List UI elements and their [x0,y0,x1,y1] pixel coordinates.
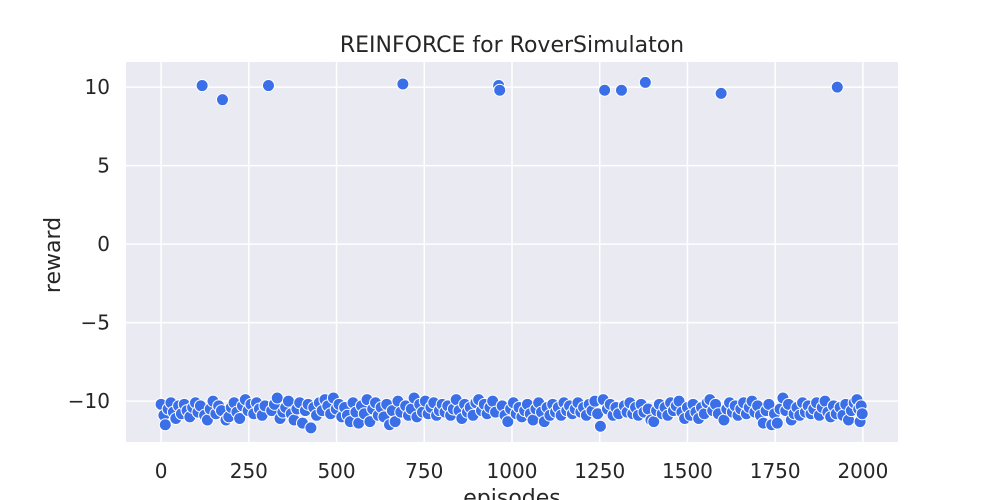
data-point [855,407,869,421]
x-tick-label: 2000 [837,459,888,483]
data-point [770,416,784,430]
data-point [216,93,229,107]
data-points [154,75,869,435]
x-tick-label: 0 [155,459,168,483]
data-point [593,419,607,433]
x-tick-label: 1000 [487,459,538,483]
y-tick-label: −10 [68,389,110,413]
data-point [261,79,275,93]
chart-title: REINFORCE for RoverSimulaton [340,33,684,58]
y-tick-label: −5 [81,311,110,335]
y-axis-label: reward [41,217,66,293]
data-point [614,83,628,97]
y-axis-ticks: 10 5 0 −5 −10 [68,75,110,413]
x-tick-label: 250 [230,459,268,483]
data-point [638,75,652,89]
data-point [830,80,844,94]
data-point [714,86,728,100]
x-tick-label: 1500 [662,459,713,483]
data-point [270,391,284,405]
data-point [396,77,410,91]
x-tick-label: 500 [317,459,355,483]
data-point [388,415,402,429]
x-tick-label: 1250 [574,459,625,483]
data-point [501,415,515,429]
data-point [195,79,209,93]
data-point [304,421,318,435]
y-tick-label: 0 [97,232,110,256]
y-tick-label: 5 [97,154,110,178]
data-point [233,411,247,425]
data-point [762,397,776,411]
data-point [598,83,612,97]
x-tick-label: 1750 [750,459,801,483]
data-point [158,418,172,432]
x-tick-label: 750 [405,459,443,483]
data-point [493,83,507,97]
x-axis-ticks: 0 250 500 750 1000 1250 1500 1750 2000 [155,459,889,483]
x-axis-label: episodes [463,486,561,500]
y-tick-label: 10 [85,75,110,99]
